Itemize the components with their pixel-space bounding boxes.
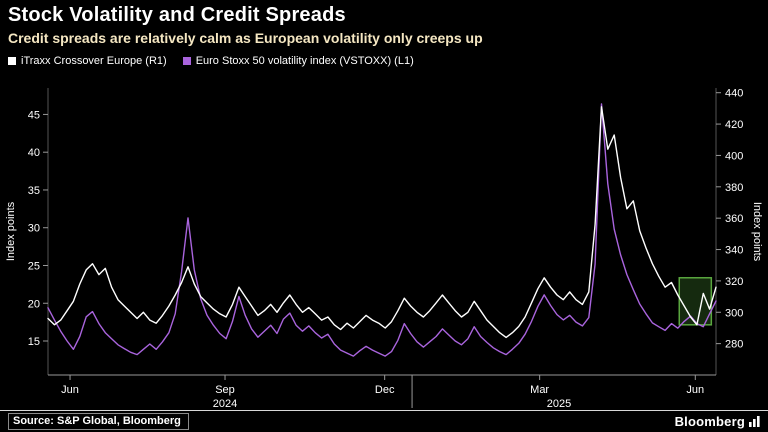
svg-text:Index points: Index points: [751, 202, 763, 262]
legend-label-itraxx: iTraxx Crossover Europe (R1): [21, 55, 167, 67]
chart-legend: iTraxx Crossover Europe (R1) Euro Stoxx …: [8, 55, 760, 67]
source-credit: Source: S&P Global, Bloomberg: [8, 413, 189, 430]
legend-swatch-itraxx-icon: [8, 57, 16, 65]
svg-text:2024: 2024: [213, 398, 237, 410]
series-line-vstoxx: [47, 103, 717, 357]
bloomberg-chart-icon: [749, 416, 760, 427]
svg-text:40: 40: [28, 147, 40, 159]
svg-text:400: 400: [725, 150, 743, 162]
svg-text:25: 25: [28, 260, 40, 272]
series-line-itraxx: [47, 106, 717, 339]
svg-text:45: 45: [28, 109, 40, 121]
legend-swatch-vstoxx-icon: [182, 57, 191, 65]
bloomberg-wordmark: Bloomberg: [674, 414, 745, 429]
svg-text:30: 30: [28, 223, 40, 235]
svg-text:340: 340: [725, 245, 743, 257]
svg-text:Mar: Mar: [530, 384, 549, 396]
svg-text:420: 420: [725, 119, 743, 131]
svg-text:15: 15: [28, 336, 40, 348]
svg-text:Dec: Dec: [375, 384, 395, 396]
svg-text:320: 320: [725, 276, 743, 288]
legend-item-itraxx: iTraxx Crossover Europe (R1): [8, 55, 167, 67]
svg-text:440: 440: [725, 88, 743, 100]
svg-text:2025: 2025: [547, 398, 571, 410]
svg-text:380: 380: [725, 182, 743, 194]
footer-bar: Source: S&P Global, Bloomberg Bloomberg: [0, 410, 768, 432]
svg-text:280: 280: [725, 339, 743, 351]
chart-header: Stock Volatility and Credit Spreads Cred…: [8, 4, 760, 67]
svg-text:Index points: Index points: [5, 201, 17, 261]
svg-text:20: 20: [28, 298, 40, 310]
svg-text:Jun: Jun: [686, 384, 704, 396]
bloomberg-logo: Bloomberg: [675, 414, 760, 429]
svg-text:300: 300: [725, 307, 743, 319]
svg-text:35: 35: [28, 185, 40, 197]
svg-text:Jun: Jun: [61, 384, 79, 396]
legend-label-vstoxx: Euro Stoxx 50 volatility index (VSTOXX) …: [195, 55, 414, 67]
legend-item-vstoxx: Euro Stoxx 50 volatility index (VSTOXX) …: [182, 55, 414, 67]
page-title: Stock Volatility and Credit Spreads: [8, 4, 346, 26]
svg-text:360: 360: [725, 213, 743, 225]
chart-subtitle: Credit spreads are relatively calm as Eu…: [8, 30, 483, 46]
svg-text:Sep: Sep: [215, 384, 235, 396]
